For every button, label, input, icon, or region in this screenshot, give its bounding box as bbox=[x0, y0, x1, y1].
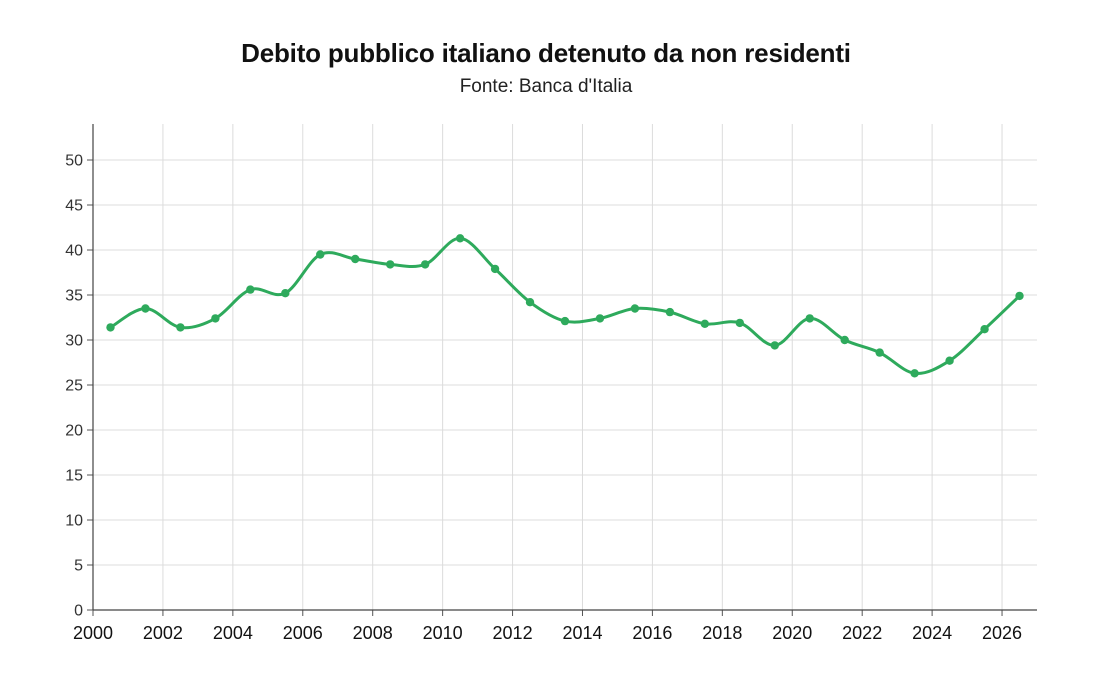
data-point bbox=[281, 289, 290, 298]
data-point bbox=[420, 260, 430, 269]
data-point bbox=[351, 254, 360, 264]
x-tick-label: 2022 bbox=[842, 623, 882, 643]
y-tick-label: 45 bbox=[65, 198, 83, 215]
x-tick-label: 2008 bbox=[353, 623, 393, 643]
x-tick-label: 2020 bbox=[772, 623, 812, 643]
y-tick-label: 10 bbox=[65, 513, 83, 530]
x-tick-label: 2006 bbox=[283, 623, 323, 643]
data-point bbox=[595, 314, 605, 323]
grid-layer bbox=[93, 124, 1037, 610]
data-point bbox=[455, 234, 465, 243]
data-point bbox=[805, 314, 814, 323]
data-point bbox=[840, 335, 849, 345]
x-tick-label: 2000 bbox=[73, 623, 113, 643]
y-tick-label: 30 bbox=[65, 333, 83, 350]
y-tick-label: 25 bbox=[65, 378, 83, 395]
x-tick-label: 2010 bbox=[423, 623, 463, 643]
y-tick-label: 35 bbox=[65, 288, 83, 305]
data-point bbox=[1015, 291, 1024, 301]
y-tick-label: 15 bbox=[65, 468, 83, 485]
data-point bbox=[980, 325, 989, 334]
data-point bbox=[945, 356, 954, 365]
x-tick-label: 2016 bbox=[632, 623, 672, 643]
y-tick-label: 5 bbox=[74, 558, 83, 575]
data-point bbox=[141, 304, 150, 313]
data-point bbox=[490, 264, 500, 274]
data-point bbox=[176, 323, 185, 332]
chart-title: Debito pubblico italiano detenuto da non… bbox=[241, 38, 851, 68]
data-point bbox=[560, 316, 570, 326]
data-point bbox=[385, 260, 395, 269]
data-point bbox=[875, 348, 884, 357]
x-tick-label: 2018 bbox=[702, 623, 742, 643]
x-tick-label: 2026 bbox=[982, 623, 1022, 643]
data-point bbox=[735, 318, 745, 328]
x-tick-label: 2014 bbox=[562, 623, 602, 643]
data-point bbox=[246, 285, 255, 294]
data-point bbox=[700, 319, 710, 328]
x-tick-label: 2004 bbox=[213, 623, 253, 643]
y-tick-label: 50 bbox=[65, 153, 83, 170]
data-point bbox=[770, 341, 779, 350]
axis-layer: 0 5 10 15 20 25 30 35 40 45 50 2000 2002 2004 2006 2008… bbox=[65, 124, 1037, 643]
data-point bbox=[316, 250, 325, 259]
chart-subtitle: Fonte: Banca d'Italia bbox=[459, 76, 633, 97]
series-layer bbox=[106, 234, 1024, 378]
data-point bbox=[106, 323, 115, 332]
data-point bbox=[630, 304, 640, 313]
data-point bbox=[665, 307, 675, 317]
x-tick-label: 2002 bbox=[143, 623, 183, 643]
data-point bbox=[211, 314, 220, 323]
y-tick-label: 40 bbox=[65, 243, 83, 260]
data-point bbox=[525, 298, 535, 307]
x-tick-label: 2012 bbox=[493, 623, 533, 643]
y-tick-label: 0 bbox=[74, 603, 83, 620]
x-tick-label: 2024 bbox=[912, 623, 952, 643]
y-tick-label: 20 bbox=[65, 423, 83, 440]
data-point bbox=[910, 369, 919, 378]
